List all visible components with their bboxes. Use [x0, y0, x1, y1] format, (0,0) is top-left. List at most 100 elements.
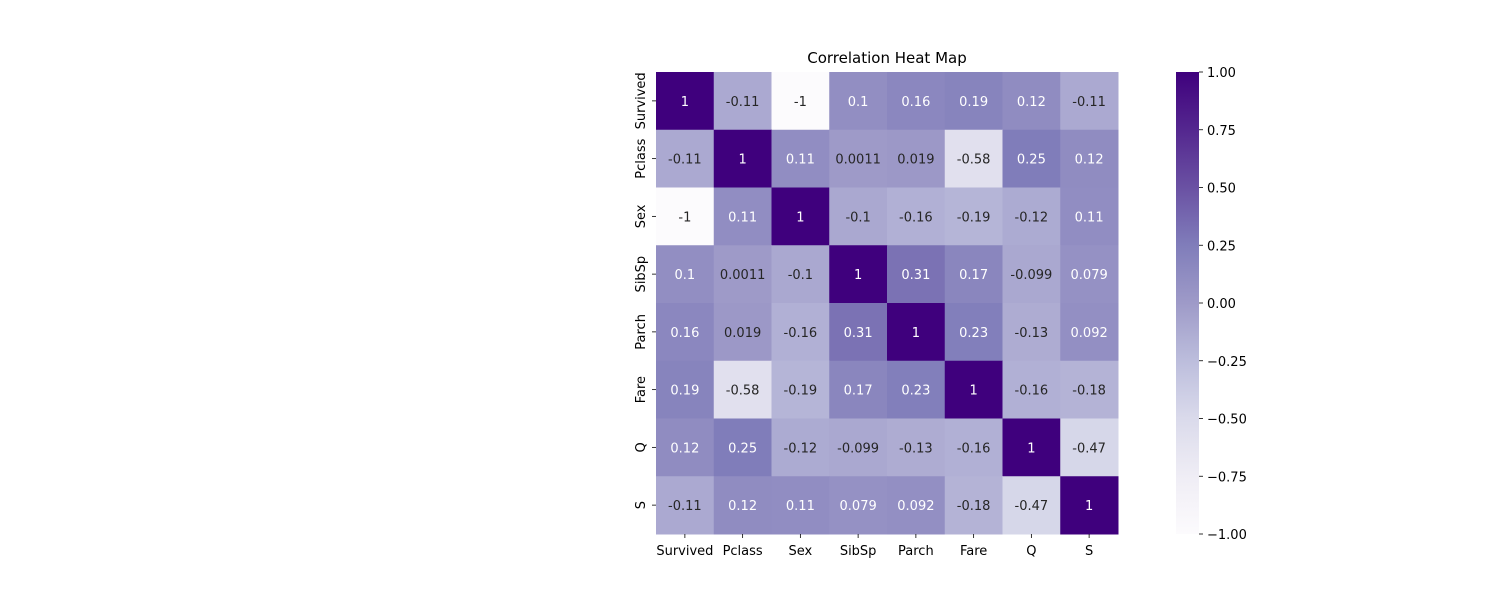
heatmap-cell	[829, 476, 888, 535]
heatmap-cell-label: 1	[912, 326, 920, 341]
heatmap-cell	[944, 187, 1003, 246]
heatmap-cell-label: 0.019	[724, 326, 761, 341]
x-axis-ticks: Survived Pclass Sex SibSp Parch Fare Q S	[656, 534, 1093, 559]
heatmap-cell	[771, 129, 830, 188]
colorbar-tick-label: 0.75	[1207, 124, 1236, 139]
heatmap-cell	[1060, 360, 1119, 419]
heatmap-cell-label: 0.079	[840, 499, 877, 514]
heatmap-cell	[944, 129, 1003, 188]
heatmap-cell-label: 0.25	[1017, 153, 1046, 168]
heatmap-cell-label: -0.099	[1010, 268, 1052, 283]
x-tick-label: S	[1085, 544, 1093, 559]
heatmap-cell	[1002, 360, 1061, 419]
y-tick-label: S	[634, 501, 649, 509]
heatmap-cell-label: 0.11	[786, 153, 815, 168]
heatmap-cell	[1002, 187, 1061, 246]
heatmap-cell-label: -1	[794, 95, 807, 110]
heatmap-cell-label: -0.58	[957, 153, 991, 168]
heatmap-cell	[829, 187, 888, 246]
heatmap-cell-label: -0.12	[1015, 210, 1049, 225]
heatmap-cell-label: -0.18	[957, 499, 991, 514]
heatmap-cell	[771, 360, 830, 419]
heatmap-cell	[887, 187, 946, 246]
heatmap-cell-label: 0.019	[897, 153, 934, 168]
colorbar-tick-label: 1.00	[1207, 66, 1236, 81]
heatmap-cell	[887, 245, 946, 304]
heatmap-cell-label: 0.19	[670, 384, 699, 399]
heatmap-cell-label: -0.47	[1015, 499, 1049, 514]
heatmap-cell-label: 0.11	[728, 210, 757, 225]
heatmap-cell-label: 0.11	[1075, 210, 1104, 225]
heatmap-cell	[1060, 303, 1119, 362]
heatmap-cell	[944, 418, 1003, 477]
heatmap-cell-label: 0.25	[728, 441, 757, 456]
y-tick-label: SibSp	[634, 256, 649, 293]
heatmap-cell-label: -0.1	[788, 268, 813, 283]
heatmap-cell	[829, 418, 888, 477]
colorbar	[1176, 72, 1199, 534]
heatmap-cell	[656, 360, 715, 419]
heatmap-cell-label: 0.1	[848, 95, 869, 110]
heatmap-cell-label: 0.079	[1071, 268, 1108, 283]
heatmap-cell	[771, 418, 830, 477]
heatmap-cell-label: -0.11	[1072, 95, 1106, 110]
heatmap-cell-label: -0.13	[1015, 326, 1049, 341]
heatmap-cells	[656, 72, 1119, 535]
heatmap-cell-label: 0.092	[1071, 326, 1108, 341]
x-tick-label: SibSp	[840, 544, 877, 559]
heatmap-cell-label: 0.0011	[720, 268, 766, 283]
y-tick-label: Parch	[634, 314, 649, 350]
heatmap-cell	[887, 476, 946, 535]
heatmap-cell-label: 0.31	[844, 326, 873, 341]
heatmap-cell-label: 0.0011	[835, 153, 881, 168]
heatmap-cell	[713, 245, 772, 304]
heatmap-cell-label: 0.11	[786, 499, 815, 514]
heatmap-cell-label: 0.1	[675, 268, 696, 283]
heatmap-cell-label: 0.16	[670, 326, 699, 341]
heatmap-cell-label: -0.47	[1072, 441, 1106, 456]
heatmap-cell	[944, 360, 1003, 419]
heatmap-cell-label: 0.16	[901, 95, 930, 110]
heatmap-cell	[1060, 72, 1119, 131]
heatmap-cell-label: 1	[1085, 499, 1093, 514]
heatmap-cell-label: 1	[738, 153, 746, 168]
x-tick-label: Parch	[898, 544, 934, 559]
heatmap-cell-label: -0.12	[784, 441, 818, 456]
heatmap-cell-label: 1	[969, 384, 977, 399]
y-tick-label: Sex	[634, 204, 649, 228]
heatmap-cell	[656, 476, 715, 535]
y-tick-label: Fare	[634, 376, 649, 403]
heatmap-cell	[771, 245, 830, 304]
heatmap-cell-label: -0.1	[845, 210, 870, 225]
heatmap-cell-label: 0.23	[901, 384, 930, 399]
heatmap-cell-label: 0.23	[959, 326, 988, 341]
heatmap-cell	[887, 418, 946, 477]
heatmap-cell	[829, 303, 888, 362]
heatmap-cell-label: -0.16	[957, 441, 991, 456]
heatmap-cell	[944, 245, 1003, 304]
chart-title: Correlation Heat Map	[807, 49, 967, 67]
heatmap-cell	[944, 303, 1003, 362]
colorbar-tick-label: 0.00	[1207, 297, 1236, 312]
heatmap-cell	[713, 187, 772, 246]
colorbar-tick-label: −0.50	[1207, 413, 1247, 428]
colorbar-tick-label: −0.75	[1207, 470, 1247, 485]
colorbar-tick-label: −1.00	[1207, 528, 1247, 543]
colorbar-ticks: 1.00 0.75 0.50 0.25 0.00 −0.25 −0.50 −0.75 −1.00	[1199, 66, 1247, 543]
heatmap-cell-label: 0.17	[959, 268, 988, 283]
heatmap-cell	[1060, 418, 1119, 477]
heatmap-cell	[1002, 418, 1061, 477]
heatmap-cell-label: 0.092	[897, 499, 934, 514]
heatmap-cell-label: 1	[796, 210, 804, 225]
y-tick-label: Survived	[634, 72, 649, 129]
heatmap-cell	[771, 303, 830, 362]
heatmap-cell	[656, 187, 715, 246]
heatmap-cell-label: -0.18	[1072, 384, 1106, 399]
heatmap-cell	[1060, 245, 1119, 304]
y-tick-label: Pclass	[634, 138, 649, 178]
heatmap-cell-label: -0.11	[668, 153, 702, 168]
heatmap-cell	[713, 129, 772, 188]
heatmap-cell-label: -0.58	[726, 384, 760, 399]
x-tick-label: Survived	[656, 544, 713, 559]
heatmap-cell	[771, 72, 830, 131]
